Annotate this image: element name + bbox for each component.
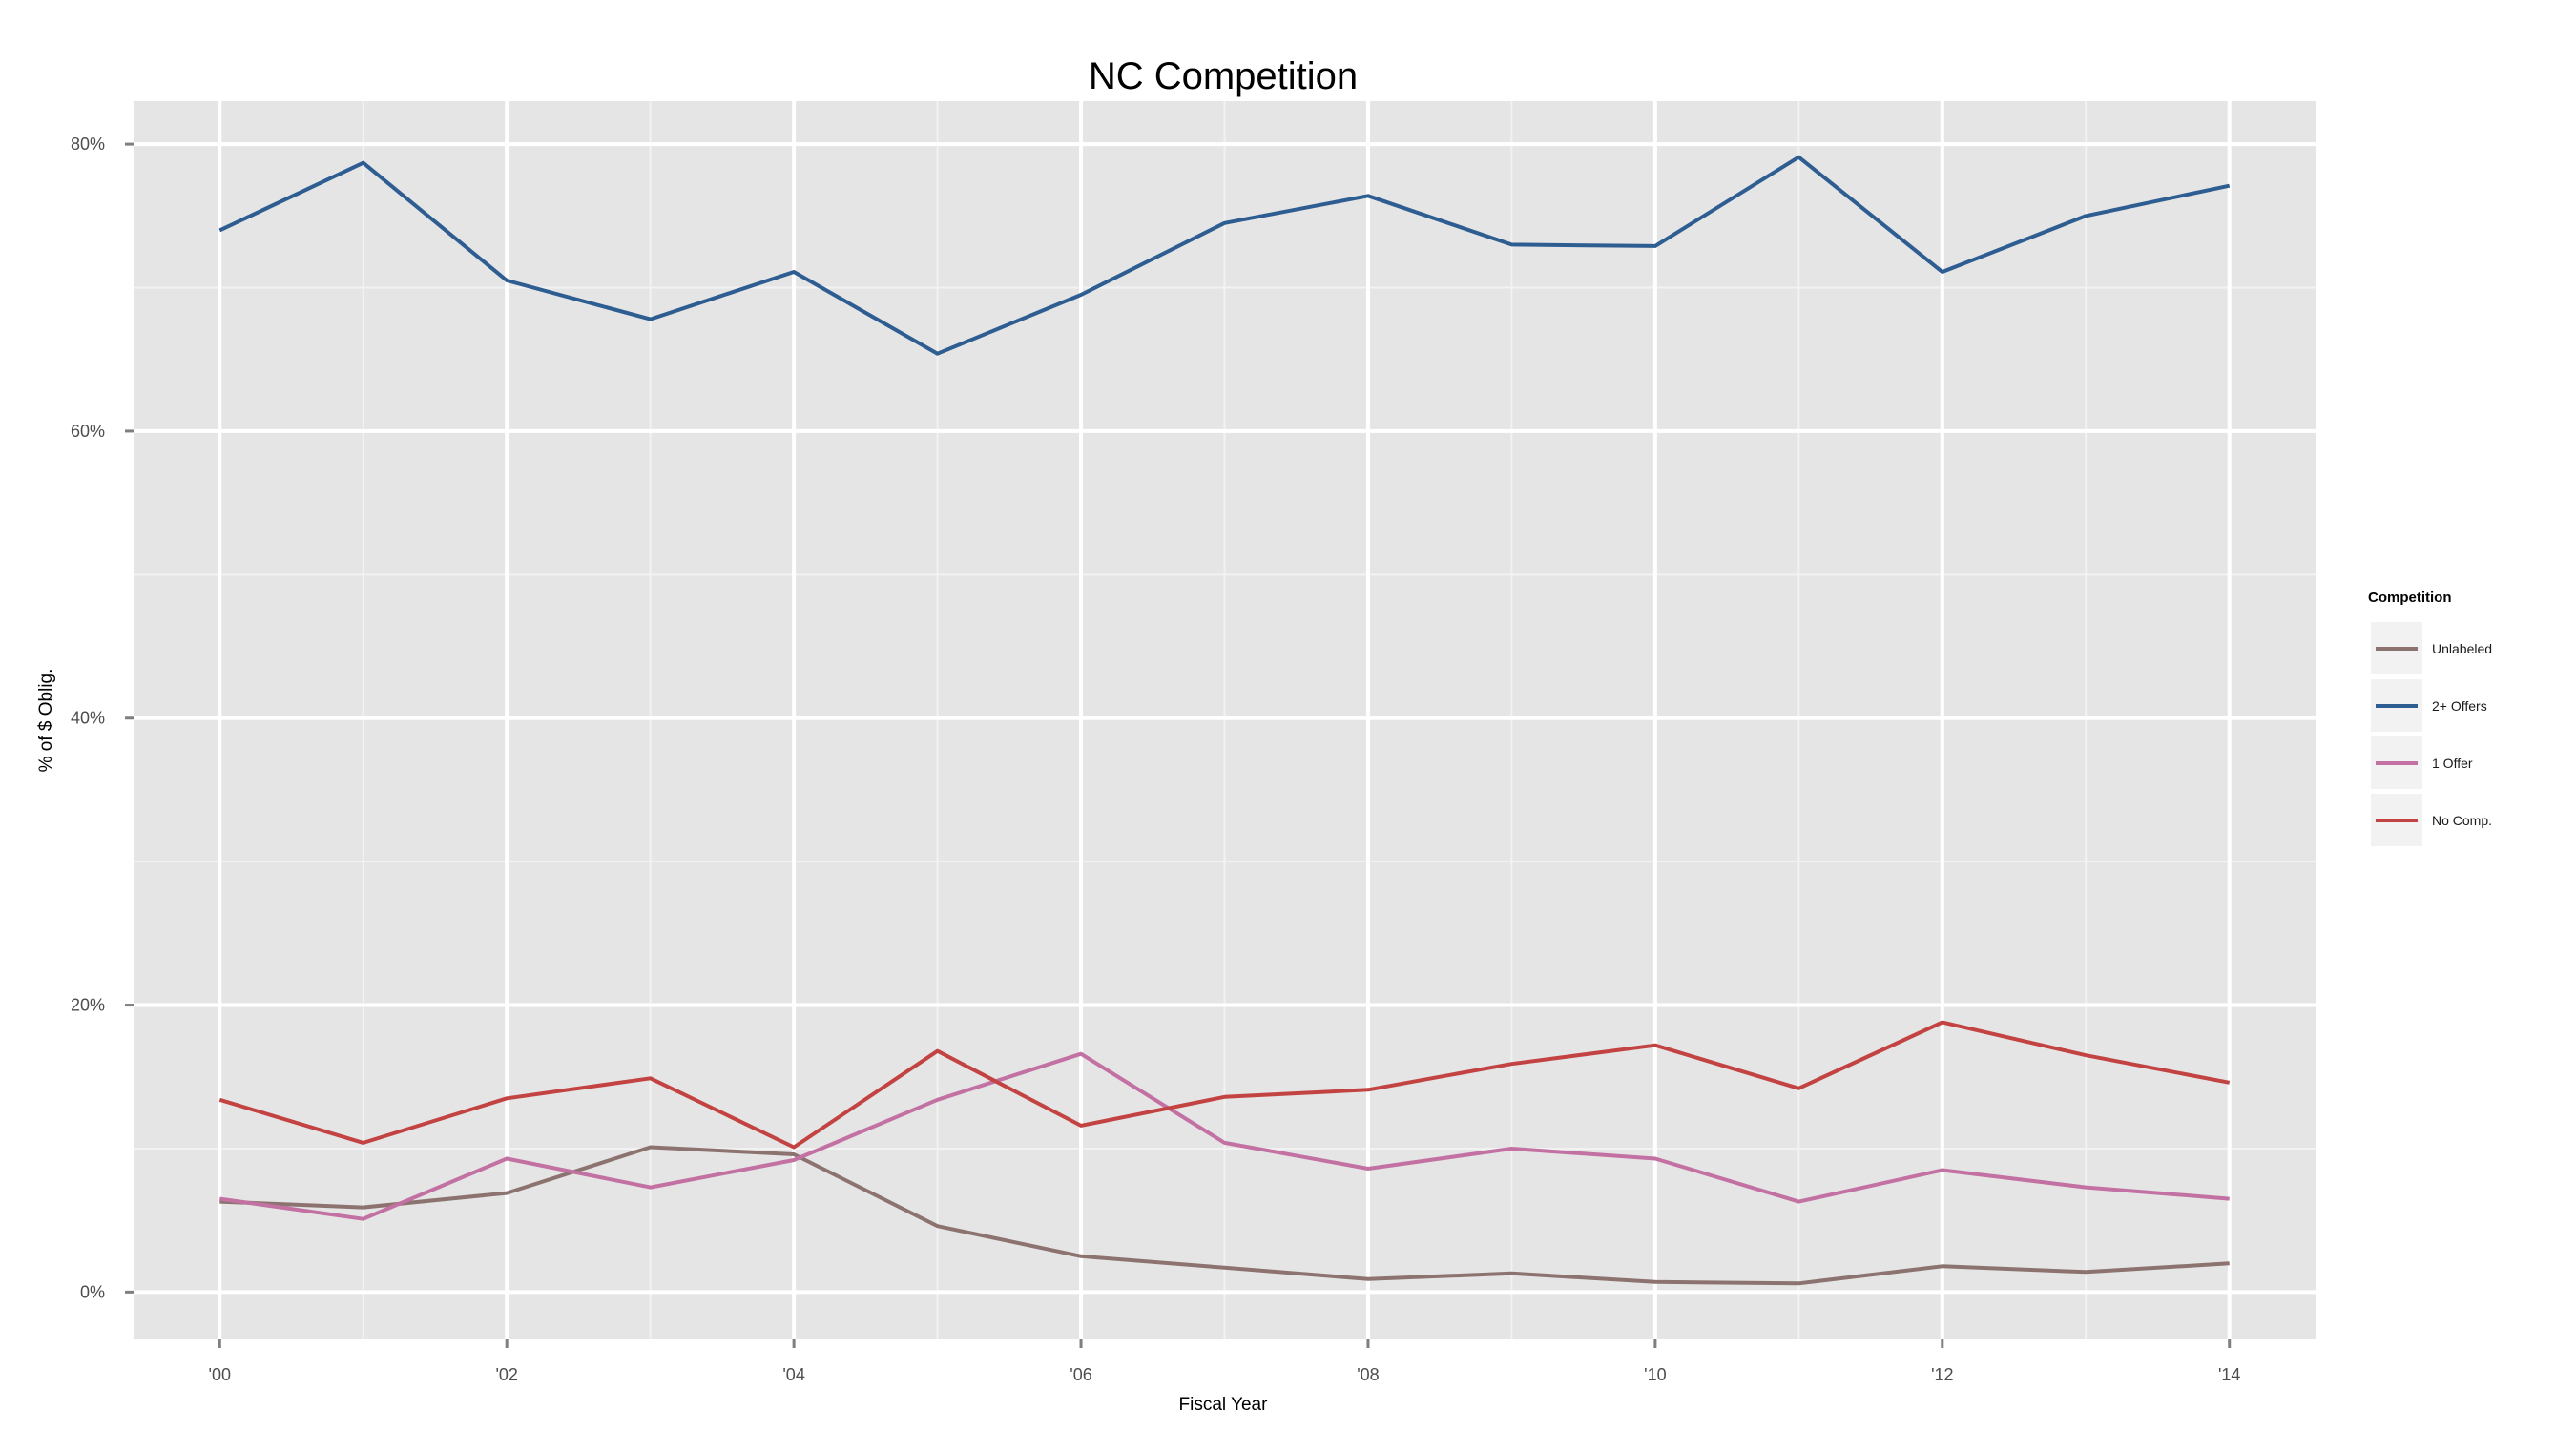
x-tick-label: '00 (209, 1365, 231, 1384)
series-lines (218, 155, 2231, 1286)
x-axis-title: Fiscal Year (1179, 1395, 1269, 1415)
legend-label-unlabeled: Unlabeled (2432, 641, 2492, 656)
x-tick-label: '08 (1357, 1365, 1379, 1384)
legend-label-2-offers: 2+ Offers (2432, 698, 2487, 714)
y-tick-label: 40% (71, 709, 105, 728)
legend: Competition Unlabeled 2+ Offers 1 Offer No … (2368, 590, 2492, 848)
x-tick-label: '06 (1070, 1365, 1091, 1384)
y-tick-label: 20% (71, 996, 105, 1015)
y-tick-label: 0% (80, 1282, 105, 1301)
x-tick-label: '12 (1931, 1365, 1953, 1384)
y-tick-label: 80% (71, 135, 105, 154)
x-axis-tick-labels: '00 '02 '04 '06 '08 '10 '12 '14 (209, 1365, 2241, 1384)
x-tick-label: '02 (495, 1365, 517, 1384)
x-tick-label: '04 (782, 1365, 804, 1384)
y-axis-tick-labels: 0% 20% 40% 60% 80% (71, 135, 105, 1301)
major-gridlines (134, 101, 2316, 1339)
legend-label-no-comp: No Comp. (2432, 813, 2492, 828)
y-tick-label: 60% (71, 422, 105, 441)
axis-ticks (125, 142, 2232, 1348)
chart-title: NC Competition (1089, 55, 1358, 97)
legend-label-1-offer: 1 Offer (2432, 756, 2473, 771)
legend-title: Competition (2368, 590, 2452, 606)
x-tick-label: '10 (1644, 1365, 1666, 1384)
x-tick-label: '14 (2218, 1365, 2240, 1384)
series-line-1-offer (219, 1051, 2230, 1221)
series-line-unlabeled (219, 1145, 2230, 1286)
minor-gridlines (134, 101, 2316, 1339)
series-line-2-offers (218, 155, 2231, 356)
y-axis-title: % of $ Oblig. (36, 669, 56, 773)
series-line-no-comp (218, 1020, 2231, 1150)
